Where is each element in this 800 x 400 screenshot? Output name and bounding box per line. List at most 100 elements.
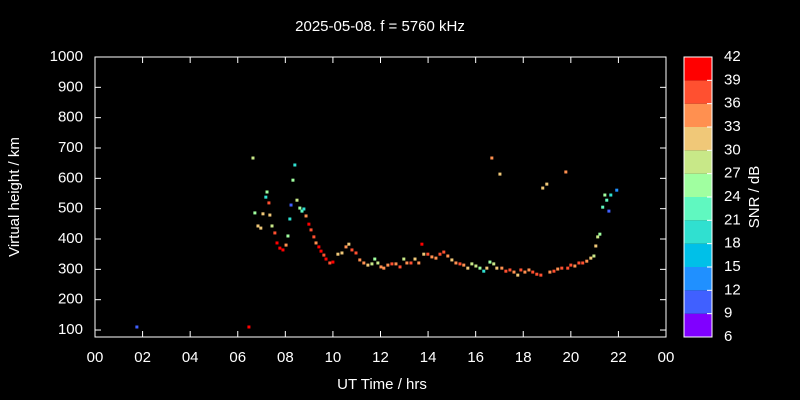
- colorbar-tick-label: 42: [724, 48, 741, 65]
- data-point: [386, 263, 390, 267]
- data-point: [331, 260, 335, 264]
- data-point: [592, 254, 596, 258]
- colorbar-tick-label: 30: [724, 141, 741, 158]
- data-point: [552, 269, 556, 273]
- x-tick-label: 12: [372, 349, 389, 366]
- data-point: [446, 254, 450, 258]
- data-point: [135, 325, 139, 329]
- data-point: [413, 257, 417, 261]
- data-point: [336, 252, 340, 256]
- data-point: [298, 206, 302, 210]
- x-tick-label: 14: [420, 349, 437, 366]
- data-point: [458, 262, 462, 266]
- data-point: [466, 266, 470, 270]
- data-point: [390, 262, 394, 266]
- data-point: [347, 242, 351, 246]
- data-point: [358, 258, 362, 262]
- data-point: [264, 195, 268, 199]
- data-point: [603, 193, 607, 197]
- data-point: [344, 245, 348, 249]
- data-point: [273, 231, 277, 235]
- data-point: [256, 224, 260, 228]
- colorbar-block: [684, 57, 712, 81]
- data-point: [492, 262, 496, 266]
- data-point: [589, 256, 593, 260]
- data-point: [382, 266, 386, 270]
- y-tick-label: 300: [58, 260, 83, 277]
- data-point: [373, 257, 377, 261]
- colorbar-tick-label: 24: [724, 188, 741, 205]
- colorbar-tick-label: 27: [724, 165, 741, 182]
- data-point: [340, 251, 344, 255]
- data-point: [394, 262, 398, 266]
- data-point: [284, 243, 288, 247]
- data-point: [295, 198, 299, 202]
- x-tick-label: 04: [182, 349, 199, 366]
- data-point: [442, 250, 446, 254]
- x-tick-label: 06: [229, 349, 246, 366]
- colorbar-tick-label: 33: [724, 118, 741, 135]
- data-point: [566, 266, 570, 270]
- data-point: [548, 270, 552, 274]
- y-tick-label: 700: [58, 139, 83, 156]
- data-point: [362, 261, 366, 265]
- data-point: [601, 205, 605, 209]
- colorbar-tick-label: 18: [724, 235, 741, 252]
- data-point: [291, 178, 295, 182]
- colorbar-block: [684, 103, 712, 127]
- data-point: [259, 226, 263, 230]
- data-point: [268, 213, 272, 217]
- data-point: [370, 262, 374, 266]
- data-point: [598, 232, 602, 236]
- data-point: [409, 261, 413, 265]
- colorbar-block: [684, 127, 712, 151]
- data-point: [577, 261, 581, 265]
- x-tick-label: 22: [610, 349, 627, 366]
- data-point: [545, 182, 549, 186]
- data-point: [609, 193, 613, 197]
- data-point: [267, 201, 271, 205]
- data-point: [354, 251, 358, 255]
- data-point: [488, 260, 492, 264]
- data-point: [434, 256, 438, 260]
- data-point: [594, 244, 598, 248]
- data-point: [523, 270, 527, 274]
- colorbar-block: [684, 243, 712, 267]
- data-point: [541, 186, 545, 190]
- colorbar-block: [684, 197, 712, 221]
- colorbar-tick-label: 6: [724, 328, 732, 345]
- data-point: [585, 259, 589, 263]
- colorbar-block: [684, 150, 712, 174]
- data-point: [417, 261, 421, 265]
- data-point: [564, 170, 568, 174]
- data-point: [516, 273, 520, 277]
- data-point: [615, 188, 619, 192]
- colorbar-block: [684, 267, 712, 291]
- colorbar-block: [684, 313, 712, 337]
- data-point: [317, 245, 321, 249]
- data-point: [527, 268, 531, 272]
- data-point: [581, 261, 585, 265]
- data-point: [251, 156, 255, 160]
- data-point: [462, 263, 466, 267]
- y-tick-label: 600: [58, 169, 83, 186]
- y-tick-label: 800: [58, 109, 83, 126]
- data-point: [490, 156, 494, 160]
- data-point: [289, 203, 293, 207]
- data-point: [512, 270, 516, 274]
- y-tick-label: 400: [58, 230, 83, 247]
- data-point: [309, 228, 313, 232]
- colorbar-tick-label: 12: [724, 281, 741, 298]
- data-point: [261, 212, 265, 216]
- data-point: [478, 266, 482, 270]
- data-point: [596, 235, 600, 239]
- data-point: [312, 235, 316, 239]
- colorbar-tick-label: 9: [724, 305, 732, 322]
- data-point: [265, 190, 269, 194]
- data-point: [438, 252, 442, 256]
- data-point: [376, 261, 380, 265]
- data-point: [275, 241, 279, 245]
- x-tick-label: 02: [134, 349, 151, 366]
- data-point: [569, 263, 573, 267]
